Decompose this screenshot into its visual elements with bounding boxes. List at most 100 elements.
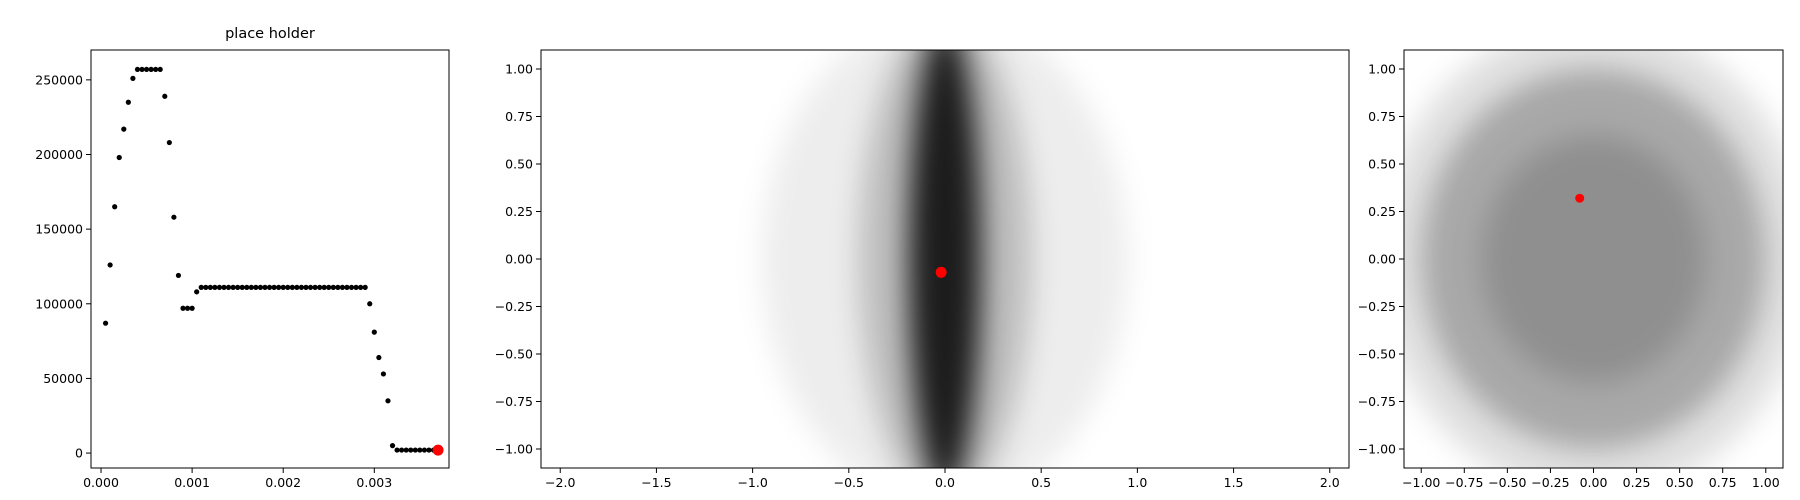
y-tick-label: −1.00 (1358, 442, 1396, 457)
point (203, 284, 209, 290)
point (935, 266, 947, 278)
point (253, 284, 259, 290)
point (421, 447, 428, 453)
point (171, 214, 177, 220)
x-tick-label: 0.003 (356, 475, 392, 490)
point (417, 447, 423, 453)
point (134, 66, 141, 73)
plot-area (1404, 50, 1783, 468)
y-tick-label: 0.00 (1368, 252, 1396, 267)
point (235, 284, 241, 290)
x-tick-label: −2.0 (545, 475, 575, 490)
point (344, 284, 350, 290)
y-tick-label: 150000 (35, 222, 83, 237)
point (143, 66, 150, 73)
point (107, 262, 113, 268)
point (157, 66, 163, 73)
point (194, 289, 200, 295)
y-tick-label: −0.50 (1358, 347, 1396, 362)
y-tick-label: 0.50 (1368, 157, 1396, 172)
point (148, 66, 154, 73)
point (239, 284, 245, 290)
point (335, 284, 341, 290)
x-tick-label: −0.25 (1531, 475, 1569, 490)
point (294, 284, 300, 290)
x-tick-label: 0.002 (265, 475, 301, 490)
point (385, 398, 391, 404)
y-tick-label: 0.50 (505, 157, 533, 172)
point (162, 93, 168, 99)
point (380, 371, 387, 377)
x-tick-label: 1.5 (1224, 475, 1244, 490)
y-tick-label: 250000 (35, 72, 83, 87)
y-tick-label: 0.75 (1368, 109, 1396, 124)
y-tick-label: 100000 (35, 296, 83, 311)
point (198, 284, 204, 290)
x-tick-label: −0.5 (834, 475, 864, 490)
point (426, 447, 432, 453)
point (257, 284, 264, 290)
y-tick-label: 0 (75, 446, 83, 461)
x-tick-label: −1.5 (641, 475, 671, 490)
point (371, 329, 377, 335)
x-tick-label: −0.50 (1488, 475, 1526, 490)
plot-area (762, 50, 1128, 468)
point (102, 320, 109, 326)
point (276, 284, 282, 290)
point (175, 272, 182, 279)
x-tick-label: −0.75 (1445, 475, 1483, 490)
point (432, 444, 444, 456)
point (358, 284, 364, 290)
point (298, 284, 305, 290)
point (262, 284, 268, 290)
point (280, 284, 286, 290)
y-tick-label: 1.00 (1368, 62, 1396, 77)
x-tick-label: 2.0 (1320, 475, 1340, 490)
point (289, 284, 295, 290)
point (348, 284, 355, 290)
point (207, 284, 213, 290)
point (353, 284, 359, 290)
x-tick-label: 0.25 (1623, 475, 1651, 490)
density-cloud (908, 50, 982, 468)
point (339, 284, 346, 290)
point (399, 447, 405, 453)
point (230, 284, 236, 290)
x-tick-label: 0.5 (1031, 475, 1051, 490)
point (330, 284, 336, 290)
y-tick-label: −1.00 (495, 442, 533, 457)
point (408, 447, 414, 453)
point (248, 284, 254, 290)
x-tick-label: 0.00 (1580, 475, 1608, 490)
point (130, 75, 136, 81)
point (285, 284, 291, 290)
point (1575, 193, 1585, 203)
y-tick-label: −0.50 (495, 347, 533, 362)
point (362, 284, 368, 290)
density-cloud (1481, 135, 1706, 383)
point (303, 284, 309, 290)
x-tick-label: 0.001 (174, 475, 210, 490)
point (376, 354, 382, 361)
y-tick-label: −0.75 (495, 394, 533, 409)
x-tick-label: 0.75 (1709, 475, 1737, 490)
point (271, 284, 277, 290)
point (307, 284, 314, 290)
point (116, 154, 122, 161)
y-tick-label: −0.25 (1358, 299, 1396, 314)
y-tick-label: 0.25 (505, 204, 533, 219)
x-tick-label: 1.0 (1127, 475, 1147, 490)
point (266, 284, 273, 290)
point (216, 284, 223, 290)
point (394, 447, 400, 453)
point (166, 139, 172, 146)
x-tick-label: 0.0 (935, 475, 955, 490)
y-tick-label: 0.25 (1368, 204, 1396, 219)
y-tick-label: −0.75 (1358, 394, 1396, 409)
x-tick-label: −1.00 (1402, 475, 1440, 490)
point (412, 447, 418, 453)
point (367, 301, 373, 307)
y-tick-label: 0.75 (505, 109, 533, 124)
x-tick-label: 1.00 (1752, 475, 1780, 490)
